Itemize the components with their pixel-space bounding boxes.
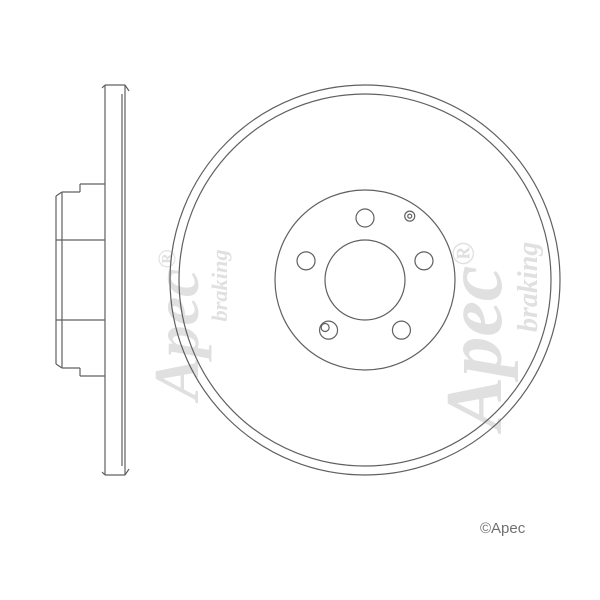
technical-drawing [0,0,600,600]
copyright-text: ©Apec [480,520,525,537]
diagram-canvas: Apec® braking Apec® braking ©Apec [0,0,600,600]
